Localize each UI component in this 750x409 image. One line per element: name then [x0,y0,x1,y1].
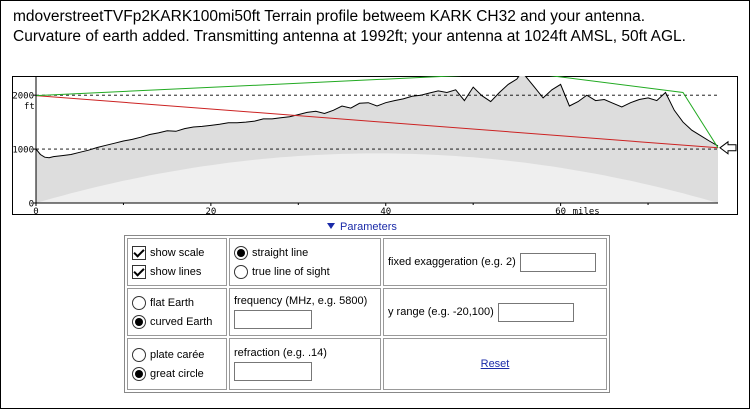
page-title: mdoverstreetTVFp2KARK100mi50ft Terrain p… [13,7,686,47]
receiver-arrow-icon [719,140,737,155]
x-tick-label-0: 0 [33,207,38,217]
flat-earth-option[interactable]: flat Earth [132,293,222,312]
x-tick-label-60: 60 [555,207,566,217]
fixed-exaggeration-label: fixed exaggeration (e.g. 2) [388,256,516,268]
parameters-toggle-label: Parameters [340,221,397,233]
y-unit-label: ft [24,102,35,112]
projection-cell: plate carée great circle [127,338,227,390]
plate-caree-label: plate carée [150,348,205,361]
x-unit-label: miles [573,207,600,217]
fixed-exaggeration-input[interactable] [519,252,596,272]
plate-caree-option[interactable]: plate carée [132,345,222,364]
scale-options-cell: show scale show lines [127,238,227,286]
show-lines-checkbox[interactable] [132,264,146,279]
triangle-down-icon [327,223,335,229]
true-line-radio[interactable] [234,264,248,279]
show-scale-option[interactable]: show scale [132,243,222,262]
y-tick-label-1000: 1000 [12,146,34,156]
y-range-cell: y range (e.g. -20,100) [383,288,607,336]
earth-curvature-area [36,153,718,203]
frequency-cell: frequency (MHz, e.g. 5800) [229,288,381,336]
frequency-label: frequency (MHz, e.g. 5800) [234,295,368,307]
flat-earth-radio[interactable] [132,295,146,310]
earth-model-cell: flat Earth curved Earth [127,288,227,336]
refraction-cell: refraction (e.g. .14) [229,338,381,390]
true-line-label: true line of sight [252,265,330,278]
x-tick-label-20: 20 [205,207,216,217]
reset-link[interactable]: Reset [480,358,510,370]
flat-earth-label: flat Earth [150,296,195,309]
show-scale-checkbox[interactable] [132,245,146,260]
show-scale-label: show scale [150,246,205,259]
title-line-1: mdoverstreetTVFp2KARK100mi50ft Terrain p… [13,8,646,25]
straight-line-label: straight line [252,246,309,259]
x-tick-label-40: 40 [380,207,391,217]
curved-earth-option[interactable]: curved Earth [132,312,222,331]
y-tick-label-0: 0 [29,200,34,210]
line-of-sight [35,95,719,149]
fixed-exaggeration-cell: fixed exaggeration (e.g. 2) [383,238,607,286]
clearance-line [35,76,719,149]
show-lines-option[interactable]: show lines [132,262,222,281]
great-circle-label: great circle [150,367,204,380]
great-circle-radio[interactable] [132,366,146,381]
frequency-input[interactable] [234,310,312,329]
curved-earth-label: curved Earth [150,315,213,328]
curved-earth-radio[interactable] [132,314,146,329]
y-tick-label-2000: 2000 [12,92,34,102]
straight-line-radio[interactable] [234,245,248,260]
parameters-panel: show scale show lines straight line true… [124,235,610,393]
plate-caree-radio[interactable] [132,347,146,362]
line-type-cell: straight line true line of sight [229,238,381,286]
true-line-option[interactable]: true line of sight [234,262,376,281]
reset-cell: Reset [383,338,607,390]
parameters-toggle[interactable]: Parameters [327,221,397,233]
show-lines-label: show lines [150,265,202,278]
title-line-2: Curvature of earth added. Transmitting a… [13,28,686,45]
great-circle-option[interactable]: great circle [132,364,222,383]
refraction-label: refraction (e.g. .14) [234,347,327,359]
y-range-label: y range (e.g. -20,100) [388,306,494,318]
y-range-input[interactable] [497,302,574,322]
straight-line-option[interactable]: straight line [234,243,376,262]
terrain-profile-line [35,76,719,159]
refraction-input[interactable] [234,362,312,381]
